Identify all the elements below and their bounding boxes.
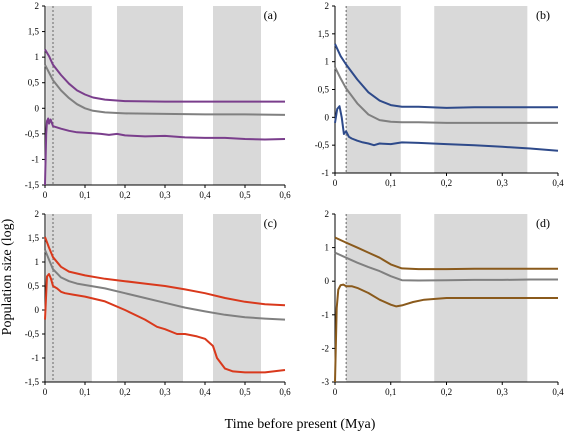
- series-lower-c: [44, 273, 286, 374]
- x-tick-label-b-0: 0: [333, 178, 338, 188]
- y-tick-label-d-2: -1: [322, 310, 330, 320]
- series-median-a: [44, 64, 286, 116]
- x-tick-label-d-1: 0,1: [385, 387, 396, 397]
- shaded-band-a-3: [213, 6, 261, 185]
- y-tick-label-c-5: 1: [35, 257, 40, 267]
- y-tick-label-a-1: -1: [32, 154, 40, 164]
- x-tick-label-c-5: 0,5: [239, 387, 251, 397]
- x-tick-label-c-6: 0,6: [279, 387, 291, 397]
- shaded-band-c-1: [46, 214, 92, 382]
- shaded-band-a-1: [46, 6, 92, 185]
- series-lower-d: [334, 283, 558, 383]
- x-tick-label-a-5: 0,5: [239, 190, 251, 200]
- x-tick-label-c-2: 0,2: [119, 387, 130, 397]
- x-tick-label-a-0: 0: [43, 190, 48, 200]
- y-tick-label-d-3: 0: [325, 276, 330, 286]
- panel-label-c: (c): [264, 216, 277, 230]
- shaded-band-a-2: [117, 6, 183, 185]
- y-tick-label-a-7: 2: [35, 1, 40, 11]
- x-tick-label-a-6: 0,6: [279, 190, 291, 200]
- x-tick-label-d-2: 0,2: [441, 387, 452, 397]
- shaded-band-d-1: [346, 214, 401, 382]
- panel-d: 0 0,1 0,2 0,3 0,4 -3 -2 -1 0 1 2 (d): [322, 209, 565, 397]
- x-tick-label-a-1: 0,1: [79, 190, 90, 200]
- y-tick-label-d-4: 1: [325, 243, 330, 253]
- series-upper-c: [44, 236, 286, 307]
- x-tick-label-a-2: 0,2: [119, 190, 130, 200]
- y-tick-label-c-7: 2: [35, 209, 40, 219]
- x-tick-label-d-4: 0,4: [552, 387, 564, 397]
- y-tick-label-d-0: -3: [322, 377, 330, 387]
- y-tick-label-b-5: 1,5: [318, 29, 330, 39]
- y-tick-label-b-4: 1: [325, 57, 330, 67]
- y-tick-label-b-2: 0: [325, 112, 330, 122]
- x-tick-label-b-1: 0,1: [385, 178, 396, 188]
- x-tick-label-a-3: 0,3: [159, 190, 171, 200]
- shaded-band-c-3: [213, 214, 261, 382]
- panel-a: 0 0,1 0,2 0,3 0,4 0,5 0,6 -1,5 -1 -0,5 0 0,5 1 1,5 2 (a…: [25, 1, 291, 200]
- series-median-d: [334, 251, 558, 282]
- y-tick-label-b-1: -0,5: [315, 140, 330, 150]
- y-axis-title: Population size (log): [0, 218, 15, 335]
- x-tick-label-c-4: 0,4: [199, 387, 211, 397]
- x-tick-label-d-3: 0,3: [497, 387, 509, 397]
- series-lower-a: [44, 117, 286, 186]
- y-tick-label-b-0: -1: [322, 168, 330, 178]
- series-upper-b: [334, 43, 558, 109]
- panel-label-d: (d): [536, 216, 550, 230]
- y-tick-label-c-1: -1: [32, 353, 40, 363]
- series-upper-a: [44, 48, 285, 103]
- y-tick-label-c-3: 0: [35, 305, 40, 315]
- x-tick-label-c-0: 0: [43, 387, 48, 397]
- panel-b: 0 0,1 0,2 0,3 0,4 -1 -0,5 0 0,5 1 1,5 2 (b): [315, 1, 564, 188]
- y-tick-label-a-3: 0: [35, 103, 40, 113]
- y-tick-label-c-6: 1,5: [28, 233, 40, 243]
- x-tick-label-a-4: 0,4: [199, 190, 211, 200]
- panel-label-a: (a): [264, 8, 277, 22]
- y-tick-label-c-4: 0,5: [28, 281, 40, 291]
- y-tick-label-d-5: 2: [325, 209, 330, 219]
- y-tick-label-a-2: -0,5: [25, 129, 40, 139]
- x-axis-title: Time before present (Mya): [225, 417, 376, 432]
- y-tick-label-d-1: -2: [322, 343, 330, 353]
- series-median-c: [44, 249, 286, 321]
- y-tick-label-a-4: 0,5: [28, 78, 40, 88]
- y-tick-label-b-6: 2: [325, 1, 330, 11]
- series-median-b: [334, 66, 558, 124]
- x-tick-label-b-4: 0,4: [552, 178, 564, 188]
- y-tick-label-c-2: -0,5: [25, 329, 40, 339]
- series-lower-b: [334, 105, 559, 152]
- x-tick-label-c-3: 0,3: [159, 387, 171, 397]
- x-tick-label-b-2: 0,2: [441, 178, 452, 188]
- y-tick-label-a-6: 1,5: [28, 27, 40, 37]
- panel-c: 0 0,1 0,2 0,3 0,4 0,5 0,6 -1,5 -1 -0,5 0 0,5 1 1,5 2 (c…: [25, 209, 291, 397]
- shaded-band-b-1: [346, 6, 401, 173]
- y-tick-label-b-3: 0,5: [318, 85, 330, 95]
- y-tick-label-a-5: 1: [35, 52, 40, 62]
- x-tick-label-c-1: 0,1: [79, 387, 90, 397]
- x-tick-label-d-0: 0: [333, 387, 338, 397]
- y-tick-label-c-0: -1,5: [25, 377, 40, 387]
- x-tick-label-b-3: 0,3: [497, 178, 509, 188]
- y-tick-label-a-0: -1,5: [25, 180, 40, 190]
- panel-label-b: (b): [536, 8, 550, 22]
- shaded-band-c-2: [117, 214, 183, 382]
- series-upper-d: [334, 236, 558, 271]
